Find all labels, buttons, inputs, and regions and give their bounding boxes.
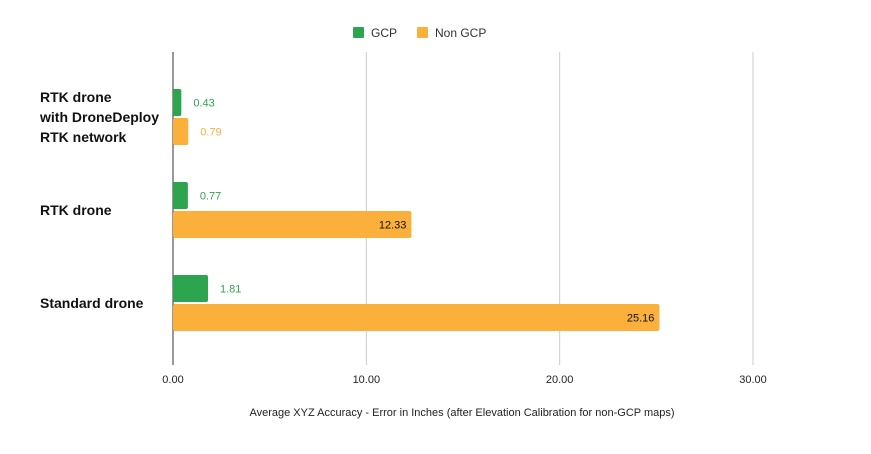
legend-swatch — [417, 27, 428, 38]
x-tick-label: 0.00 — [162, 374, 183, 386]
category-label: RTK drone — [40, 89, 112, 105]
bar-gcp — [173, 275, 208, 302]
bar-non-gcp — [173, 304, 660, 331]
x-tick-label: 10.00 — [353, 374, 381, 386]
x-tick-label: 20.00 — [546, 374, 574, 386]
data-label: 0.77 — [200, 191, 221, 203]
x-tick-label: 30.00 — [739, 374, 767, 386]
legend-label: GCP — [371, 26, 397, 40]
bar-non-gcp — [173, 118, 189, 145]
category-labels: RTK drone with DroneDeploy RTK network RTK … — [39, 89, 159, 311]
legend-label: Non GCP — [435, 26, 486, 40]
legend-swatch — [353, 27, 364, 38]
category-label: RTK network — [40, 129, 127, 145]
data-label: 1.81 — [220, 284, 241, 296]
data-label: 12.33 — [379, 220, 407, 232]
legend: GCP Non GCP — [353, 26, 486, 40]
data-label: 0.43 — [193, 98, 214, 110]
bars: 0.43 0.79 0.77 12.33 1.81 25.16 — [173, 89, 660, 331]
x-tick-labels: 0.00 10.00 20.00 30.00 — [162, 374, 766, 386]
category-label: with DroneDeploy — [39, 109, 159, 125]
category-label: Standard drone — [40, 295, 144, 311]
category-label: RTK drone — [40, 202, 112, 218]
bar-gcp — [173, 182, 188, 209]
bar-gcp — [173, 89, 182, 116]
x-axis-title: Average XYZ Accuracy - Error in Inches (… — [249, 407, 674, 419]
data-label: 0.79 — [200, 127, 221, 139]
data-label: 25.16 — [627, 313, 655, 325]
bar-non-gcp — [173, 211, 412, 238]
